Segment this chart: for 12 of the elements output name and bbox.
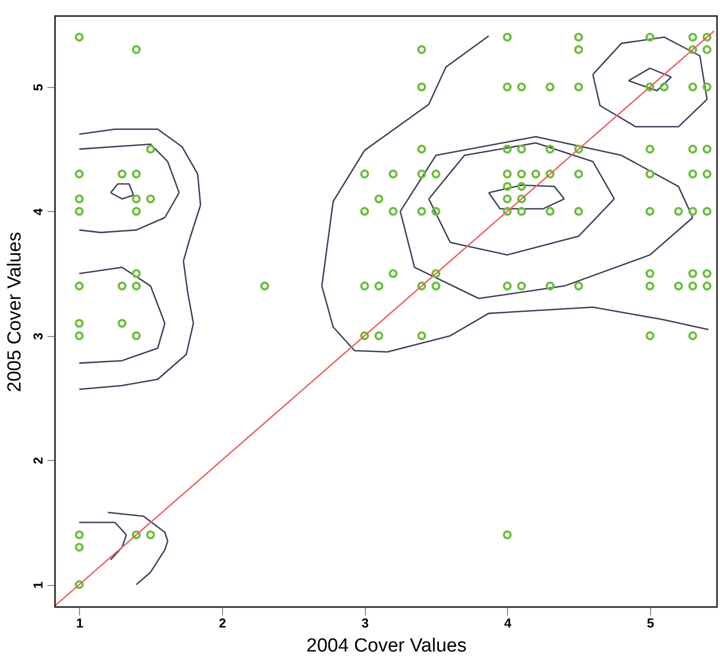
x-tick-label: 5 [646,616,654,630]
x-tick-label: 2 [218,616,226,630]
x-axis-title: 2004 Cover Values [306,636,467,656]
x-tick-label: 3 [361,616,369,630]
y-tick-label: 5 [30,84,46,92]
x-tick-label: 4 [504,616,512,630]
y-tick-label: 3 [30,332,46,340]
y-tick-label: 4 [30,207,46,216]
y-tick-label: 2 [30,457,46,464]
x-tick-label: 1 [76,616,84,630]
y-axis-title: 2005 Cover Values [4,232,26,392]
y-tick-label: 1 [30,581,46,589]
